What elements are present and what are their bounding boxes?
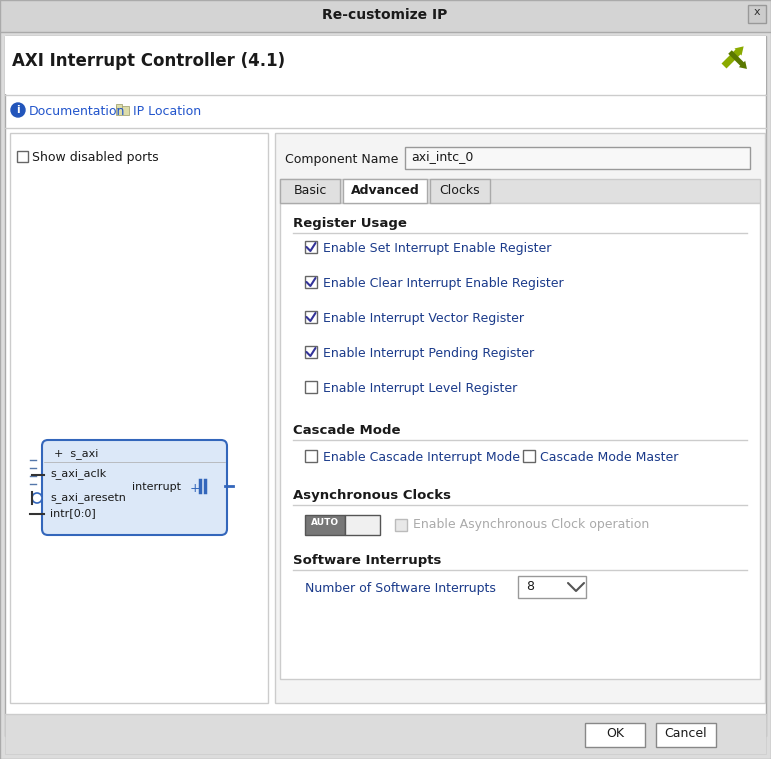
Text: IP Location: IP Location xyxy=(133,105,201,118)
Bar xyxy=(523,450,535,462)
Circle shape xyxy=(32,493,42,503)
FancyArrow shape xyxy=(729,50,747,69)
Bar xyxy=(518,576,586,598)
Text: Enable Interrupt Level Register: Enable Interrupt Level Register xyxy=(323,382,517,395)
Text: Enable Cascade Interrupt Mode: Enable Cascade Interrupt Mode xyxy=(323,451,520,464)
Text: +: + xyxy=(190,482,200,495)
Text: Enable Clear Interrupt Enable Register: Enable Clear Interrupt Enable Register xyxy=(323,277,564,290)
Bar xyxy=(305,450,317,462)
Bar xyxy=(116,104,122,108)
FancyBboxPatch shape xyxy=(42,440,227,535)
Text: Cancel: Cancel xyxy=(665,727,707,740)
Bar xyxy=(5,714,766,754)
Text: Cascade Mode Master: Cascade Mode Master xyxy=(540,451,678,464)
Text: intr[0:0]: intr[0:0] xyxy=(50,508,96,518)
Text: Enable Interrupt Vector Register: Enable Interrupt Vector Register xyxy=(323,312,524,325)
Text: +  s_axi: + s_axi xyxy=(54,448,99,459)
Text: Documentation: Documentation xyxy=(29,105,126,118)
Text: Basic: Basic xyxy=(293,184,327,197)
Text: s_axi_aresetn: s_axi_aresetn xyxy=(50,492,126,503)
Text: x: x xyxy=(754,7,760,17)
Text: Cascade Mode: Cascade Mode xyxy=(293,424,400,437)
Bar xyxy=(305,346,317,358)
Bar xyxy=(305,515,345,535)
Text: axi_intc_0: axi_intc_0 xyxy=(411,150,473,163)
Bar xyxy=(405,147,750,169)
Bar xyxy=(10,133,268,703)
Bar xyxy=(305,381,317,393)
Bar xyxy=(656,723,716,747)
Text: OK: OK xyxy=(606,727,624,740)
Bar xyxy=(345,515,380,535)
Text: Number of Software Interrupts: Number of Software Interrupts xyxy=(305,582,496,595)
Text: Component Name: Component Name xyxy=(285,153,399,166)
Circle shape xyxy=(11,103,25,117)
Text: s_axi_aclk: s_axi_aclk xyxy=(50,468,106,479)
Bar xyxy=(430,179,490,203)
Text: Enable Set Interrupt Enable Register: Enable Set Interrupt Enable Register xyxy=(323,242,551,255)
Text: interrupt: interrupt xyxy=(132,482,181,492)
Bar xyxy=(395,519,407,531)
Bar xyxy=(585,723,645,747)
Text: Advanced: Advanced xyxy=(351,184,419,197)
Bar xyxy=(280,203,760,679)
Text: AXI Interrupt Controller (4.1): AXI Interrupt Controller (4.1) xyxy=(12,52,285,70)
Bar xyxy=(17,151,28,162)
FancyArrow shape xyxy=(722,46,744,68)
Text: AUTO: AUTO xyxy=(311,518,339,527)
Bar xyxy=(305,241,317,253)
Bar xyxy=(0,0,771,32)
Text: Show disabled ports: Show disabled ports xyxy=(32,151,159,164)
Bar xyxy=(116,106,129,115)
Text: Enable Interrupt Pending Register: Enable Interrupt Pending Register xyxy=(323,347,534,360)
Text: Enable Asynchronous Clock operation: Enable Asynchronous Clock operation xyxy=(413,518,649,531)
Bar xyxy=(748,5,766,23)
Text: Register Usage: Register Usage xyxy=(293,217,407,230)
Text: Asynchronous Clocks: Asynchronous Clocks xyxy=(293,489,451,502)
Text: 8: 8 xyxy=(526,580,534,593)
Bar xyxy=(280,179,760,203)
Text: Re-customize IP: Re-customize IP xyxy=(322,8,448,22)
Text: i: i xyxy=(16,105,20,115)
Bar xyxy=(275,133,765,703)
Text: Software Interrupts: Software Interrupts xyxy=(293,554,441,567)
Bar xyxy=(5,36,766,94)
Bar xyxy=(305,276,317,288)
Text: Clocks: Clocks xyxy=(439,184,480,197)
Bar xyxy=(343,179,427,203)
Bar xyxy=(280,179,340,203)
Bar xyxy=(305,311,317,323)
